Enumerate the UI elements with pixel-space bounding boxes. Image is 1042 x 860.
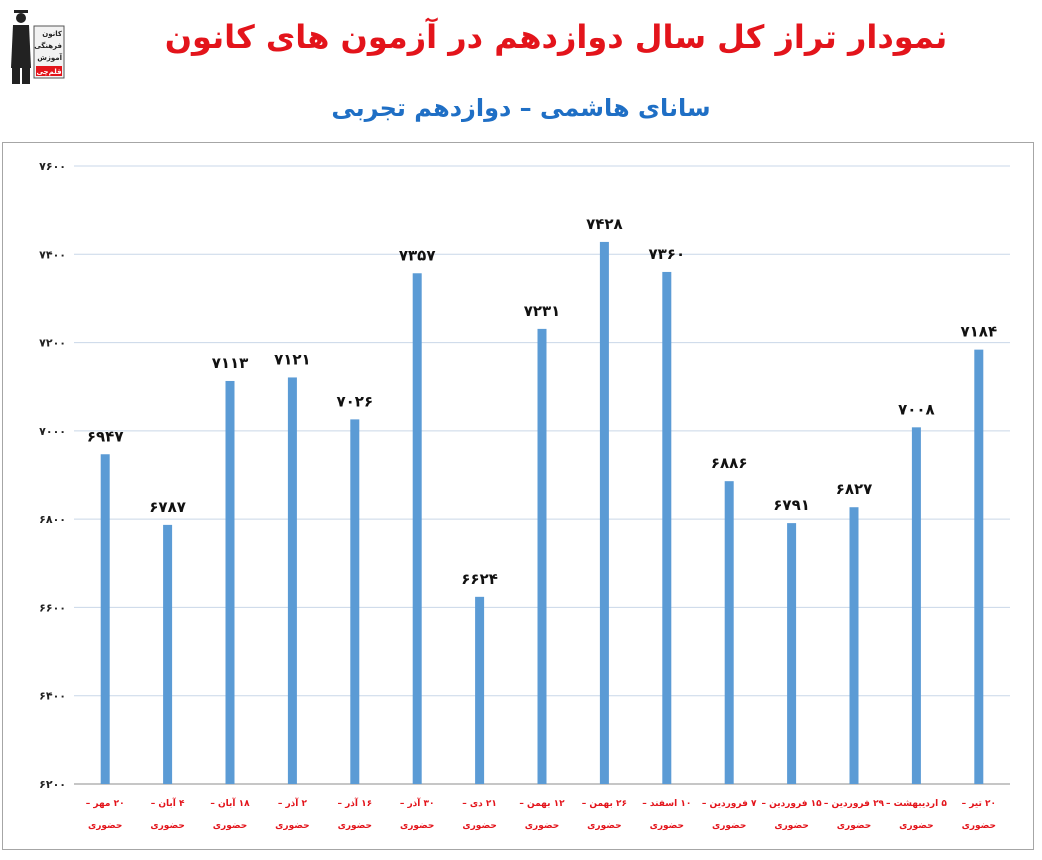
y-tick-label: ۶۲۰۰ <box>39 778 66 791</box>
x-tick-label: حضوری <box>400 821 434 831</box>
logo-line-3: آموزش <box>37 53 62 62</box>
bar <box>163 524 173 784</box>
x-tick-label: ۱۵ فروردین – <box>762 799 823 809</box>
x-tick-label: حضوری <box>275 821 309 831</box>
bar <box>287 377 297 784</box>
data-label: ۷۲۳۱ <box>524 302 561 320</box>
data-label: ۶۶۲۴ <box>461 570 498 588</box>
x-tick-label: حضوری <box>213 821 247 831</box>
data-label: ۶۹۴۷ <box>87 427 124 445</box>
y-tick-label: ۶۴۰۰ <box>39 690 66 703</box>
y-tick-label: ۷۶۰۰ <box>39 160 66 173</box>
data-label: ۶۸۸۶ <box>711 454 748 472</box>
x-tick-label: حضوری <box>462 821 496 831</box>
bar <box>100 454 110 784</box>
bar <box>974 349 984 784</box>
data-label: ۷۴۲۸ <box>586 215 623 233</box>
x-tick-label: ۱۲ بهمن – <box>519 799 565 809</box>
data-label: ۷۱۸۴ <box>960 323 997 341</box>
bar <box>849 507 859 784</box>
bar <box>475 596 485 784</box>
x-tick-label: حضوری <box>774 821 808 831</box>
chart-frame <box>2 142 1034 850</box>
y-tick-label: ۶۸۰۰ <box>39 513 66 526</box>
logo-badge: قلم‌چی <box>36 68 61 76</box>
data-label: ۷۰۲۶ <box>336 392 373 410</box>
data-label: ۶۷۸۷ <box>149 498 186 516</box>
bar <box>662 271 672 784</box>
x-tick-label: حضوری <box>712 821 746 831</box>
y-tick-label: ۷۰۰۰ <box>39 425 66 438</box>
data-label: ۷۰۰۸ <box>898 400 935 418</box>
x-tick-label: حضوری <box>338 821 372 831</box>
x-tick-label: حضوری <box>899 821 933 831</box>
bar <box>412 273 422 784</box>
x-tick-label: ۱۰ اسفند – <box>642 799 691 809</box>
x-tick-label: ۲۱ دی – <box>462 799 497 809</box>
bar <box>350 419 360 784</box>
data-label: ۶۷۹۱ <box>773 496 810 514</box>
x-tick-label: حضوری <box>88 821 122 831</box>
y-tick-label: ۷۴۰۰ <box>39 248 66 261</box>
x-tick-label: ۵ اردیبهشت – <box>886 799 947 809</box>
kanoon-logo: کانون فرهنگی آموزش قلم‌چی <box>10 8 72 86</box>
data-label: ۷۳۵۷ <box>399 246 436 264</box>
bar <box>787 523 797 784</box>
x-tick-label: ۲۶ بهمن – <box>582 799 627 809</box>
x-tick-label: حضوری <box>837 821 871 831</box>
chart-title: نمودار تراز کل سال دوازدهم در آزمون های … <box>164 18 948 56</box>
data-label: ۷۱۱۳ <box>212 354 249 372</box>
x-tick-label: ۲۹ فروردین – <box>824 799 885 809</box>
data-label: ۷۱۲۱ <box>274 350 311 368</box>
x-tick-label: حضوری <box>150 821 184 831</box>
chart-subtitle: سانای هاشمی – دوازدهم تجربی <box>331 94 711 122</box>
y-tick-label: ۷۲۰۰ <box>39 337 66 350</box>
x-tick-label: ۲۰ مهر – <box>86 799 125 809</box>
x-tick-label: ۷ فروردین – <box>702 799 757 809</box>
logo-line-2: فرهنگی <box>34 41 62 50</box>
x-tick-label: حضوری <box>650 821 684 831</box>
x-tick-label: ۴ آبان – <box>151 797 185 809</box>
x-tick-label: ۲ آذر – <box>278 797 308 809</box>
x-tick-label: ۲۰ تیر – <box>962 799 996 809</box>
bar <box>724 481 734 784</box>
bar <box>599 241 609 784</box>
bar <box>537 328 547 784</box>
data-label: ۶۸۲۷ <box>836 480 873 498</box>
x-tick-label: ۱۶ آذر – <box>337 797 372 809</box>
x-tick-label: حضوری <box>587 821 621 831</box>
bar <box>911 427 921 784</box>
bar <box>225 380 235 784</box>
x-tick-label: ۱۸ آبان – <box>210 797 250 809</box>
x-tick-label: حضوری <box>962 821 996 831</box>
x-tick-label: ۳۰ آذر – <box>400 797 435 809</box>
x-tick-label: حضوری <box>525 821 559 831</box>
y-tick-label: ۶۶۰۰ <box>39 601 66 614</box>
logo-line-1: کانون <box>42 30 63 38</box>
data-label: ۷۳۶۰ <box>648 245 685 263</box>
